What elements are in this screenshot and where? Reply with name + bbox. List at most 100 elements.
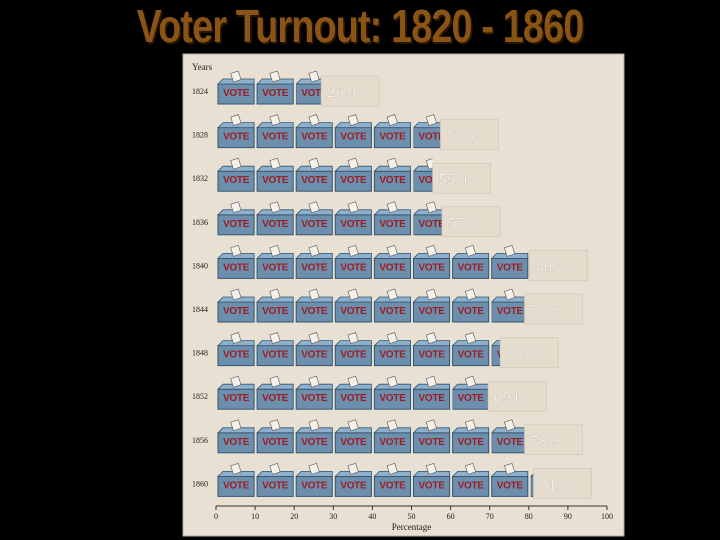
ballot-vote-text: VOTE: [419, 132, 446, 143]
ballot-paper: [425, 201, 437, 214]
value-label-1856: 78.9: [530, 433, 559, 450]
ballot-paper: [230, 157, 242, 170]
ballot-vote-text: VOTE: [340, 219, 367, 230]
ballot-box-icon: VOTE: [413, 157, 446, 192]
ballot-paper: [464, 419, 477, 432]
ballot-box-lid: [373, 427, 411, 434]
ballot-box-lid: [295, 252, 333, 259]
bar-1852: VOTE VOTE VOTE VOTE VOTE VOTE VOTE 69.6: [217, 375, 547, 412]
ballot-box-icon: VOTE: [256, 462, 294, 497]
ballot-box-lid: [413, 165, 433, 172]
ballot-vote-text: VOTE: [301, 393, 328, 404]
ballot-box-lid: [295, 122, 333, 128]
bar-1824: VOTE VOTE VOTE 26.9: [217, 70, 380, 107]
ballot-vote-text: VOTE: [497, 306, 524, 317]
y-tick-label-1828: 1828: [192, 131, 208, 140]
ballot-box-body: [491, 345, 501, 367]
ballot-box-lid: [217, 122, 255, 128]
ballot-box-icon: VOTE: [412, 288, 451, 323]
ballot-box-icon: VOTE: [491, 419, 525, 454]
ballot-paper: [503, 419, 516, 432]
ballot-vote-text: VOTE: [419, 219, 446, 230]
ballot-vote-text: VOTE: [379, 175, 406, 186]
ballot-paper: [425, 244, 437, 257]
y-tick-label-1860: 1860: [192, 479, 208, 488]
ballot-paper: [308, 462, 320, 475]
ballot-paper: [308, 419, 320, 432]
ballot-vote-text: VOTE: [379, 306, 406, 317]
ballot-box-icon: VOTE: [491, 288, 525, 323]
ballot-paper: [464, 244, 477, 257]
ballot-paper: [503, 462, 516, 475]
ballot-box-lid: [334, 383, 372, 390]
y-tick-label-1844: 1844: [192, 305, 208, 314]
ballot-vote-text: VOTE: [223, 393, 250, 404]
ballot-paper: [230, 462, 242, 475]
ballot-vote-text: VOTE: [458, 393, 485, 404]
ballot-vote-text: VOTE: [419, 393, 446, 404]
ballot-box-lid: [373, 470, 411, 477]
ballot-box-icon: VOTE: [256, 157, 294, 192]
ballot-paper: [347, 419, 359, 432]
ballot-paper: [230, 332, 242, 344]
value-label-box-1852: [487, 380, 547, 412]
ballot-box-icon: VOTE: [491, 340, 501, 367]
ballot-box-icon: VOTE: [373, 375, 411, 410]
ballot-paper: [386, 244, 398, 257]
ballot-box-icon: VOTE: [256, 332, 294, 367]
ballot-vote-text: VOTE: [340, 350, 367, 361]
x-tick-label-70: 70: [486, 512, 494, 521]
ballot-box-icon: VOTE: [217, 375, 255, 410]
ballot-vote-text: VOTE: [301, 480, 328, 491]
ballot-vote-text: VOTE: [419, 175, 446, 186]
value-label-box-1844: [524, 293, 583, 325]
ballot-box-lid: [451, 252, 490, 259]
value-label-1832: 55.4: [439, 171, 468, 188]
ballot-box-lid: [334, 252, 372, 259]
ballot-paper: [308, 332, 320, 344]
ballot-paper: [230, 419, 242, 432]
ballot-box-icon: VOTE: [413, 114, 446, 149]
ballot-paper: [269, 157, 281, 170]
ballot-paper: [386, 157, 398, 170]
ballot-vote-text: VOTE: [340, 306, 367, 317]
ballot-vote-text: VOTE: [419, 480, 446, 491]
ballot-vote-text: VOTE: [301, 132, 328, 143]
ballot-box-icon: VOTE: [334, 157, 372, 192]
ballot-vote-text: VOTE: [262, 393, 289, 404]
ballot-paper: [230, 375, 242, 388]
ballot-vote-text: VOTE: [379, 350, 406, 361]
value-label-1852: 69.6: [494, 389, 523, 406]
ballot-paper: [425, 419, 437, 432]
ballot-box-lid: [295, 296, 333, 303]
bar-1840: VOTE VOTE VOTE VOTE VOTE VOTE VOTE VOTE 80.2: [217, 244, 588, 281]
ballot-vote-text: VOTE: [419, 350, 446, 361]
ballot-vote-text: VOTE: [262, 175, 289, 186]
ballot-box-icon: VOTE: [451, 244, 490, 279]
ballot-paper: [386, 462, 398, 475]
ballot-box-icon: VOTE: [295, 462, 333, 497]
ballot-paper: [347, 157, 359, 170]
ballot-paper: [269, 288, 281, 301]
ballot-paper: [347, 288, 359, 301]
ballot-box-lid: [412, 470, 451, 477]
ballot-vote-text: VOTE: [458, 437, 485, 448]
ballot-box-icon: VOTE: [217, 419, 255, 454]
ballot-vote-text: VOTE: [301, 437, 328, 448]
ballot-box-icon: VOTE: [490, 462, 529, 497]
ballot-paper: [386, 332, 398, 344]
ballot-vote-text: VOTE: [379, 262, 406, 273]
ballot-vote-text: VOTE: [340, 480, 367, 491]
ballot-box-icon: VOTE: [452, 375, 489, 410]
ballot-box-icon: VOTE: [530, 473, 534, 497]
ballot-box-icon: VOTE: [217, 201, 255, 236]
ballot-box-lid: [256, 383, 294, 390]
y-tick-label-1852: 1852: [192, 392, 208, 401]
ballot-box-icon: VOTE: [295, 288, 333, 323]
ballot-vote-text: VOTE: [223, 437, 250, 448]
ballot-paper: [269, 332, 281, 344]
value-label-box-1840: [529, 250, 588, 281]
ballot-box-icon: VOTE: [373, 332, 411, 367]
ballot-box-lid: [373, 383, 411, 390]
